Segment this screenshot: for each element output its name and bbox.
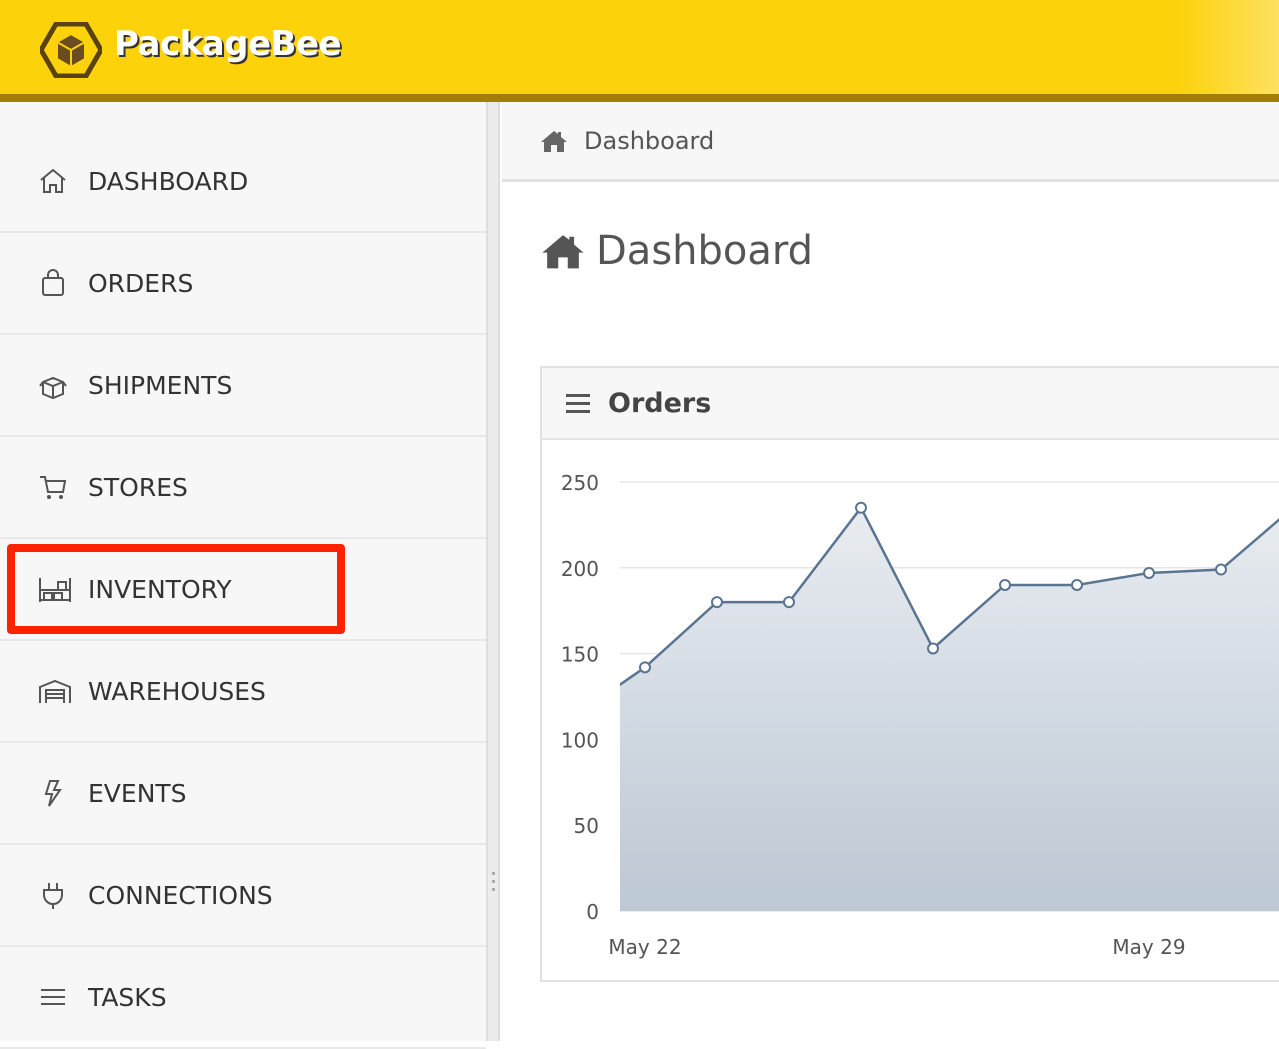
sidebar-item-shipments[interactable]: SHIPMENTS (0, 335, 486, 437)
y-tick-label: 0 (586, 900, 599, 924)
data-point (999, 578, 1011, 591)
data-point (568, 712, 578, 722)
sidebar-item-label: CONNECTIONS (88, 880, 273, 910)
home-icon (541, 130, 567, 152)
box-open-icon (38, 370, 72, 400)
x-tick-label: May 22 (608, 935, 681, 959)
sidebar-item-label: TASKS (88, 982, 167, 1012)
sidebar-item-label: WAREHOUSES (88, 676, 266, 706)
y-tick-label: 150 (561, 643, 599, 667)
area-fill (620, 507, 1279, 911)
data-point (855, 501, 867, 514)
data-point (639, 661, 651, 674)
data-point (927, 642, 939, 655)
sidebar: DASHBOARD ORDERS SHIPMENTS STORES INVENTORY W… (0, 102, 486, 1049)
y-tick-label: 100 (561, 728, 599, 752)
warehouse-icon (38, 676, 72, 706)
sidebar-item-inventory[interactable]: INVENTORY (0, 539, 486, 641)
breadcrumb: Dashboard (502, 102, 1279, 182)
plug-icon (38, 880, 72, 910)
sidebar-resize-handle[interactable] (486, 102, 500, 1041)
sidebar-item-label: SHIPMENTS (88, 370, 233, 400)
sidebar-item-warehouses[interactable]: WAREHOUSES (0, 641, 486, 743)
y-tick-label: 250 (561, 471, 599, 495)
sidebar-item-label: EVENTS (88, 778, 187, 808)
home-outline-icon (38, 166, 72, 196)
breadcrumb-item[interactable]: Dashboard (584, 126, 715, 155)
home-icon (542, 235, 584, 269)
highlight-box (7, 544, 345, 634)
lightning-icon (38, 778, 72, 808)
sidebar-item-label: INVENTORY (88, 574, 232, 604)
list-icon (38, 982, 72, 1012)
shopping-bag-icon (38, 268, 72, 298)
packagebee-logo[interactable] (40, 22, 102, 78)
top-bar: PackageBee (0, 0, 1279, 102)
sidebar-item-events[interactable]: EVENTS (0, 743, 486, 845)
sidebar-item-label: STORES (88, 472, 188, 502)
cart-icon (38, 472, 72, 502)
y-tick-label: 50 (574, 814, 599, 838)
orders-chart: 0 50 100 150 200 250 May 22 May 29 (561, 471, 1279, 959)
shelves-icon (38, 574, 72, 604)
data-point (1143, 566, 1155, 579)
x-tick-label: May 29 (1112, 935, 1185, 959)
sidebar-item-label: DASHBOARD (88, 166, 249, 196)
sidebar-item-connections[interactable]: CONNECTIONS (0, 845, 486, 947)
sidebar-item-stores[interactable]: STORES (0, 437, 486, 539)
y-tick-label: 200 (561, 557, 599, 581)
data-point (1071, 578, 1083, 591)
brand-name[interactable]: PackageBee (114, 24, 342, 64)
panel-title: Orders (608, 387, 712, 419)
orders-panel: Orders (540, 366, 1279, 982)
menu-icon (566, 394, 590, 413)
data-point (1215, 563, 1227, 576)
data-point (711, 596, 723, 609)
page-title-text: Dashboard (596, 228, 814, 274)
sidebar-item-orders[interactable]: ORDERS (0, 233, 486, 335)
sidebar-item-label: ORDERS (88, 268, 194, 298)
sidebar-item-dashboard[interactable]: DASHBOARD (0, 131, 486, 233)
data-point (783, 596, 795, 609)
page-title: Dashboard (540, 228, 813, 274)
sidebar-item-tasks[interactable]: TASKS (0, 947, 486, 1049)
grip-icon (492, 872, 495, 896)
panel-header: Orders (542, 368, 1279, 440)
